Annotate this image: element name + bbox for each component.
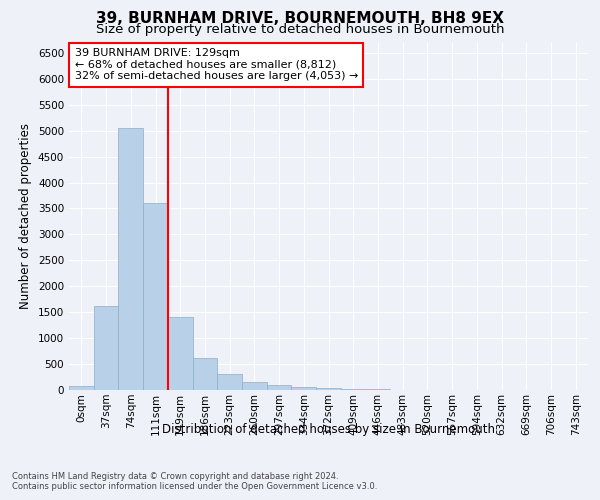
Text: Size of property relative to detached houses in Bournemouth: Size of property relative to detached ho… — [96, 22, 504, 36]
Bar — [143, 204, 168, 390]
Bar — [242, 382, 267, 390]
Bar — [94, 306, 118, 390]
Y-axis label: Number of detached properties: Number of detached properties — [19, 123, 32, 309]
Bar — [316, 388, 341, 390]
Text: 39, BURNHAM DRIVE, BOURNEMOUTH, BH8 9EX: 39, BURNHAM DRIVE, BOURNEMOUTH, BH8 9EX — [96, 11, 504, 26]
Text: 39 BURNHAM DRIVE: 129sqm
← 68% of detached houses are smaller (8,812)
32% of sem: 39 BURNHAM DRIVE: 129sqm ← 68% of detach… — [74, 48, 358, 82]
Bar — [341, 389, 365, 390]
Bar — [118, 128, 143, 390]
Bar — [217, 374, 242, 390]
Text: Distribution of detached houses by size in Bournemouth: Distribution of detached houses by size … — [162, 422, 496, 436]
Text: Contains HM Land Registry data © Crown copyright and database right 2024.: Contains HM Land Registry data © Crown c… — [12, 472, 338, 481]
Bar — [267, 386, 292, 390]
Text: Contains public sector information licensed under the Open Government Licence v3: Contains public sector information licen… — [12, 482, 377, 491]
Bar — [292, 387, 316, 390]
Bar — [69, 386, 94, 390]
Bar — [168, 318, 193, 390]
Bar — [193, 358, 217, 390]
